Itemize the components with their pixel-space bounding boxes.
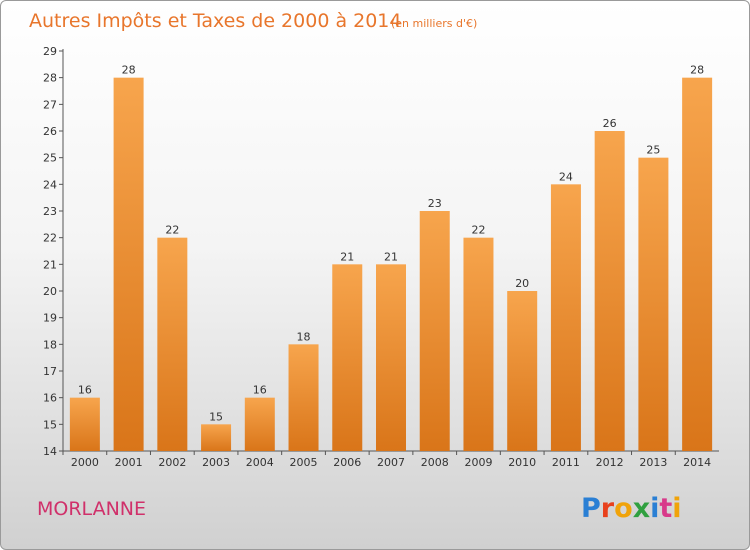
chart-title: Autres Impôts et Taxes de 2000 à 2014 — [29, 10, 402, 32]
bar — [594, 131, 625, 451]
x-tick-label: 2005 — [290, 456, 318, 469]
bar-value-label: 18 — [297, 330, 311, 343]
x-tick-label: 2006 — [333, 456, 361, 469]
y-tick-label: 25 — [43, 152, 57, 165]
bar — [288, 344, 319, 451]
y-tick-label: 27 — [43, 98, 57, 111]
bar-value-label: 23 — [428, 197, 442, 210]
x-tick-label: 2002 — [158, 456, 186, 469]
y-tick-label: 16 — [43, 392, 57, 405]
logo-letter: x — [633, 493, 650, 524]
bar — [419, 211, 450, 451]
x-tick-label: 2003 — [202, 456, 230, 469]
bar-value-label: 16 — [78, 384, 92, 397]
bar-value-label: 22 — [471, 224, 485, 237]
chart-title-unit: (en milliers d'€) — [391, 17, 477, 30]
bar — [69, 397, 100, 451]
y-tick-label: 21 — [43, 258, 57, 271]
bar-value-label: 20 — [515, 277, 529, 290]
logo-letter: t — [659, 493, 672, 524]
x-tick-label: 2008 — [421, 456, 449, 469]
bar-value-label: 21 — [340, 250, 354, 263]
bar-value-label: 22 — [165, 224, 179, 237]
y-tick-label: 28 — [43, 72, 57, 85]
y-tick-label: 29 — [43, 45, 57, 58]
x-tick-label: 2011 — [552, 456, 580, 469]
bar-value-label: 16 — [253, 384, 267, 397]
logo-letter: o — [614, 493, 633, 524]
x-tick-label: 2000 — [71, 456, 99, 469]
y-tick-label: 14 — [43, 445, 57, 458]
bar — [638, 157, 669, 451]
y-tick-label: 23 — [43, 205, 57, 218]
bar — [244, 397, 275, 451]
commune-name: MORLANNE — [37, 498, 146, 520]
logo-letter: i — [672, 493, 681, 524]
bar — [157, 237, 188, 451]
axis-layer: 14 15 16 17 18 19 20 21 22 23 24 25 26 27 28 29 2000 2001… — [43, 45, 719, 469]
y-tick-label: 19 — [43, 312, 57, 325]
x-tick-label: 2004 — [246, 456, 274, 469]
bar — [682, 77, 713, 452]
bar-value-label: 28 — [690, 64, 704, 77]
bar — [507, 291, 538, 451]
x-tick-label: 2014 — [683, 456, 711, 469]
bar-value-label: 21 — [384, 250, 398, 263]
y-tick-label: 15 — [43, 418, 57, 431]
bar — [201, 424, 232, 451]
y-tick-label: 22 — [43, 232, 57, 245]
bar-value-label: 24 — [559, 170, 573, 183]
x-tick-label: 2007 — [377, 456, 405, 469]
y-tick-label: 17 — [43, 365, 57, 378]
bar-value-label: 15 — [209, 410, 223, 423]
logo-letter: P — [581, 493, 601, 524]
x-tick-label: 2012 — [596, 456, 624, 469]
x-tick-label: 2013 — [639, 456, 667, 469]
y-tick-label: 18 — [43, 338, 57, 351]
x-tick-label: 2009 — [464, 456, 492, 469]
y-tick-label: 24 — [43, 178, 57, 191]
bar — [113, 77, 144, 452]
bar-value-label: 25 — [646, 144, 660, 157]
bar-value-label: 26 — [603, 117, 617, 130]
bar — [332, 264, 363, 451]
bar — [463, 237, 494, 451]
logo-letter: i — [650, 493, 659, 524]
bar — [376, 264, 406, 451]
x-tick-label: 2001 — [115, 456, 143, 469]
y-tick-label: 20 — [43, 285, 57, 298]
bar — [550, 184, 581, 452]
y-tick-label: 26 — [43, 125, 57, 138]
bar-value-label: 28 — [122, 64, 136, 77]
proxiti-logo: Proxiti — [581, 493, 682, 524]
bar-layer: 16 28 22 15 16 18 21 21 23 22 20 24 26 25 28 — [69, 64, 713, 452]
logo-letter: r — [601, 493, 615, 524]
x-tick-label: 2010 — [508, 456, 536, 469]
